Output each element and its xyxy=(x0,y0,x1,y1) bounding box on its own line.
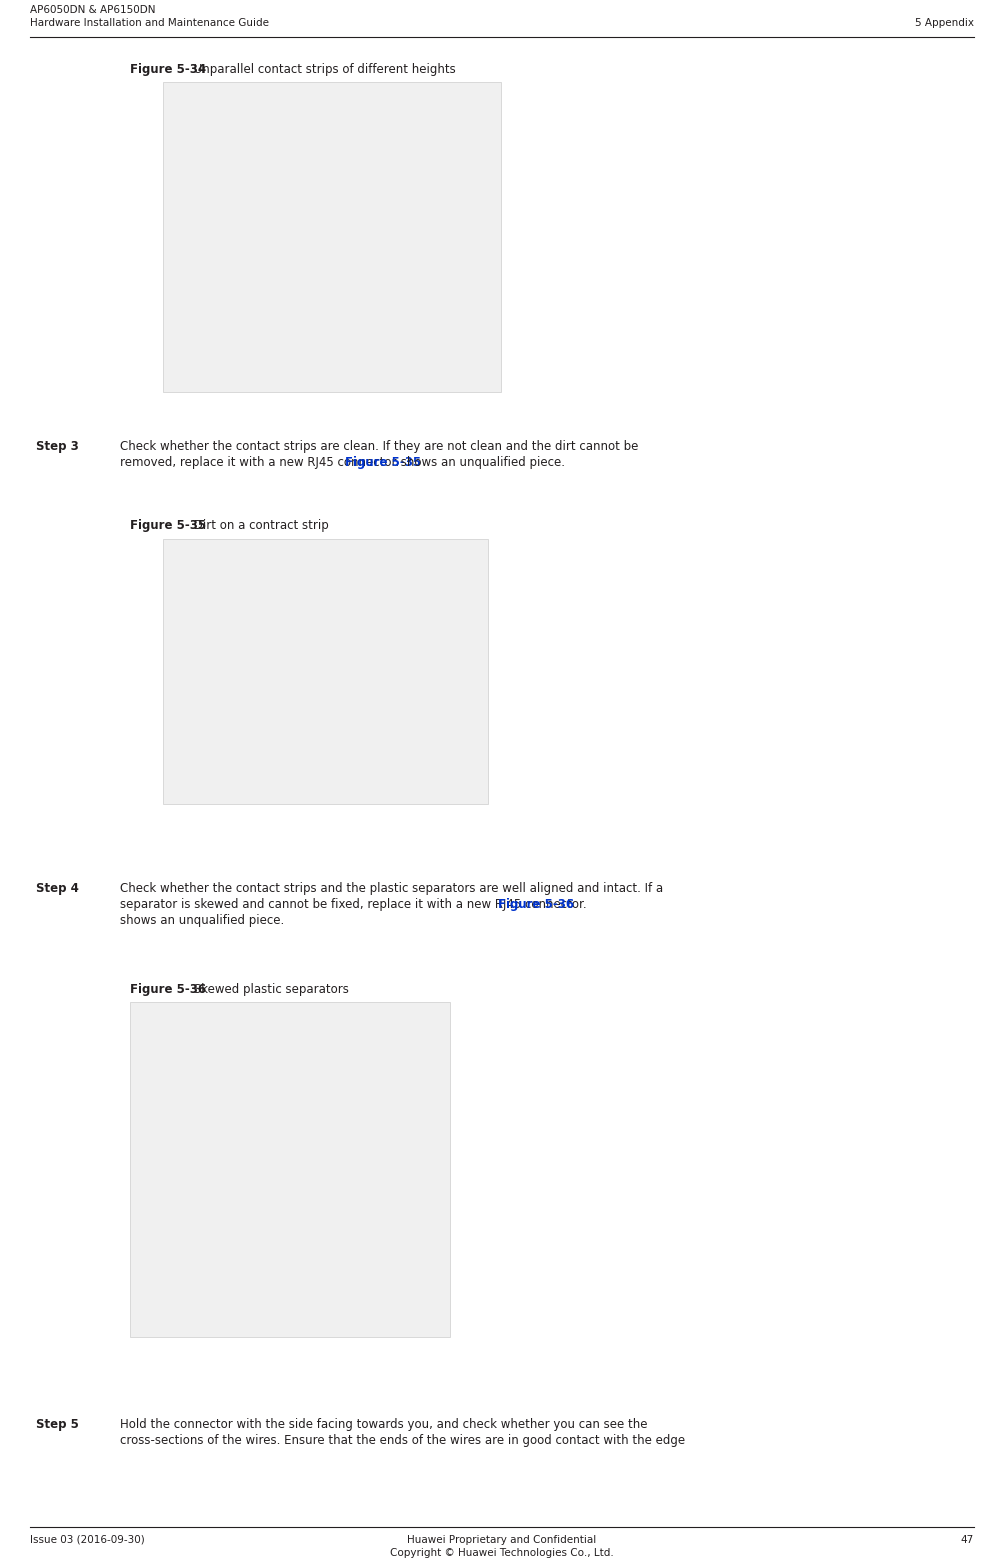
Text: removed, replace it with a new RJ45 connector.: removed, replace it with a new RJ45 conn… xyxy=(120,456,402,468)
Text: Step 4: Step 4 xyxy=(36,882,79,896)
Text: cross-sections of the wires. Ensure that the ends of the wires are in good conta: cross-sections of the wires. Ensure that… xyxy=(120,1434,684,1447)
Text: Huawei Proprietary and Confidential: Huawei Proprietary and Confidential xyxy=(407,1535,596,1546)
Text: Check whether the contact strips are clean. If they are not clean and the dirt c: Check whether the contact strips are cle… xyxy=(120,440,638,453)
Text: Copyright © Huawei Technologies Co., Ltd.: Copyright © Huawei Technologies Co., Ltd… xyxy=(390,1549,613,1558)
Text: Hold the connector with the side facing towards you, and check whether you can s: Hold the connector with the side facing … xyxy=(120,1417,647,1431)
Text: 5 Appendix: 5 Appendix xyxy=(914,17,973,28)
Text: AP6050DN & AP6150DN: AP6050DN & AP6150DN xyxy=(30,5,155,16)
Text: Figure 5-35: Figure 5-35 xyxy=(344,456,420,468)
Text: Step 3: Step 3 xyxy=(36,440,78,453)
Text: Step 5: Step 5 xyxy=(36,1417,79,1431)
Text: Figure 5-35: Figure 5-35 xyxy=(129,518,206,532)
Text: Issue 03 (2016-09-30): Issue 03 (2016-09-30) xyxy=(30,1535,144,1546)
Text: Dirt on a contract strip: Dirt on a contract strip xyxy=(191,518,329,532)
Text: shows an unqualified piece.: shows an unqualified piece. xyxy=(397,456,565,468)
Text: Skewed plastic separators: Skewed plastic separators xyxy=(191,983,349,996)
Text: Figure 5-34: Figure 5-34 xyxy=(129,63,206,77)
Text: Figure 5-36: Figure 5-36 xyxy=(129,983,206,996)
Text: Unparallel contact strips of different heights: Unparallel contact strips of different h… xyxy=(191,63,455,77)
Bar xyxy=(162,81,500,392)
Text: shows an unqualified piece.: shows an unqualified piece. xyxy=(120,915,284,927)
Text: separator is skewed and cannot be fixed, replace it with a new RJ45 connector.: separator is skewed and cannot be fixed,… xyxy=(120,897,590,911)
Text: Figure 5-36: Figure 5-36 xyxy=(497,897,573,911)
Bar xyxy=(129,1002,449,1337)
Text: 47: 47 xyxy=(960,1535,973,1546)
Bar xyxy=(162,539,487,803)
Text: Hardware Installation and Maintenance Guide: Hardware Installation and Maintenance Gu… xyxy=(30,17,269,28)
Text: Check whether the contact strips and the plastic separators are well aligned and: Check whether the contact strips and the… xyxy=(120,882,662,896)
